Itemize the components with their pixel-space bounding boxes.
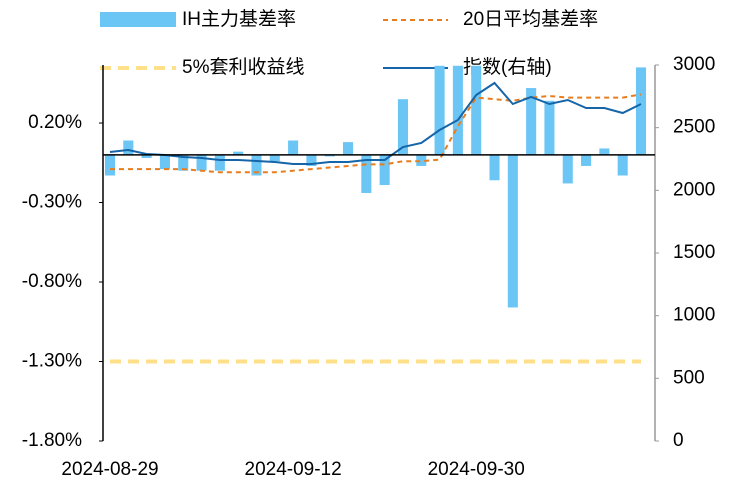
bar	[214, 154, 225, 171]
bar	[635, 67, 647, 155]
bar	[233, 151, 244, 155]
bar	[471, 65, 482, 155]
y2-tick-label: 500	[673, 367, 705, 388]
bar	[104, 154, 116, 176]
bar	[196, 154, 207, 171]
x-tick-label: 2024-08-29	[61, 459, 158, 480]
bar	[507, 154, 518, 308]
legend: IH主力基差率 20日平均基差率 5%套利收益线 指数(右轴)	[100, 8, 598, 78]
y2-tick-label: 1000	[673, 305, 715, 326]
bar	[379, 154, 390, 186]
bar	[306, 154, 317, 166]
legend-label: IH主力基差率	[182, 8, 296, 30]
bar	[269, 154, 280, 162]
legend-swatch	[100, 12, 176, 27]
y2-tick-label: 3000	[673, 54, 715, 75]
bar	[159, 154, 170, 170]
bar	[434, 65, 445, 155]
bar	[416, 154, 427, 166]
bar	[324, 154, 335, 157]
bar	[288, 140, 299, 155]
bar	[342, 142, 354, 155]
bar	[397, 99, 409, 155]
y-tick-label: 0.20%	[28, 112, 82, 133]
bar	[489, 154, 500, 181]
line-series	[109, 81, 642, 165]
bar	[599, 148, 610, 155]
bar	[141, 154, 152, 159]
bar	[526, 88, 537, 155]
bar	[581, 154, 592, 166]
bar	[361, 154, 372, 193]
y2-tick-label: 2000	[673, 179, 715, 200]
y-tick-label: -1.80%	[22, 430, 82, 451]
bar	[178, 154, 189, 171]
bar	[544, 100, 555, 155]
y2-tick-label: 1500	[673, 242, 715, 263]
bar	[562, 154, 573, 184]
legend-label: 指数(右轴)	[463, 56, 552, 78]
legend-label: 20日平均基差率	[463, 8, 598, 30]
y-tick-label: -1.30%	[22, 351, 82, 372]
x-tick-label: 2024-09-30	[428, 459, 525, 480]
x-tick-label: 2024-09-12	[245, 459, 342, 480]
bar	[617, 154, 628, 176]
bar	[452, 65, 463, 155]
bar	[251, 154, 262, 176]
y2-tick-label: 0	[673, 430, 684, 451]
y2-tick-label: 2500	[673, 117, 715, 138]
y-tick-label: -0.80%	[22, 271, 82, 292]
legend-label: 5%套利收益线	[182, 56, 304, 78]
y-tick-label: -0.30%	[22, 192, 82, 213]
line-series	[110, 93, 642, 174]
bar	[123, 140, 134, 155]
plot-area	[104, 65, 647, 364]
